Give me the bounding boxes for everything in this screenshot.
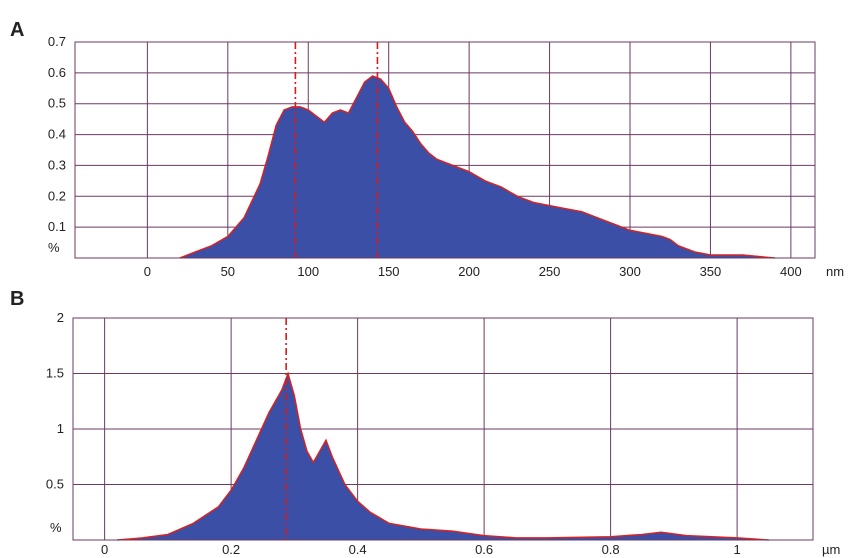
panel-a-y-tick-label-2: 0.3 — [48, 157, 66, 172]
panel-a-y-tick-label-6: 0.7 — [48, 34, 66, 49]
panel-a-area-layer — [179, 75, 775, 259]
panel-a-y-unit: % — [48, 240, 60, 255]
panel-b-y-tick-label-1: 1 — [57, 421, 64, 436]
panel-a-y-tick-label-0: 0.1 — [48, 219, 66, 234]
panel-a-x-tick-label-1: 50 — [221, 264, 235, 279]
panel-b-x-unit: µm — [822, 542, 840, 557]
panel-a-plot-frame — [74, 41, 816, 259]
panel-a-y-tick-label-4: 0.5 — [48, 96, 66, 111]
panel-b: B 0.5 1 1.5 2 0 0.2 0.4 0.6 0.8 1 % µm — [10, 288, 840, 557]
panel-a-x-tick-label-0: 0 — [144, 264, 151, 279]
panel-a: A 0.1 0.2 0.3 0.4 0.5 0.6 0.7 0 50 100 150 200 250 3… — [10, 19, 844, 279]
panel-b-y-tick-label-2: 1.5 — [46, 366, 64, 381]
panel-b-y-unit: % — [50, 520, 62, 535]
panel-a-x-tick-label-6: 300 — [619, 264, 641, 279]
panel-a-x-tick-label-2: 100 — [297, 264, 319, 279]
panel-b-x-tick-label-1: 0.2 — [222, 542, 240, 557]
panel-b-area-layer — [117, 371, 769, 541]
panel-b-plot-frame — [72, 317, 814, 541]
panel-a-markers — [294, 42, 379, 258]
panel-b-x-tick-label-2: 0.4 — [349, 542, 367, 557]
panel-a-grid — [75, 41, 815, 258]
panel-b-distribution-edge — [117, 371, 769, 541]
panel-a-y-tick-labels: 0.1 0.2 0.3 0.4 0.5 0.6 0.7 — [48, 34, 66, 234]
panel-a-y-tick-label-3: 0.4 — [48, 127, 66, 142]
panel-a-x-tick-label-7: 350 — [700, 264, 722, 279]
panel-a-y-tick-label-5: 0.6 — [48, 65, 66, 80]
panel-b-y-tick-label-3: 2 — [57, 310, 64, 325]
panel-a-distribution-area — [179, 75, 775, 258]
panel-b-x-tick-label-5: 1 — [733, 542, 740, 557]
panel-a-x-unit: nm — [826, 264, 844, 279]
panel-b-x-tick-labels: 0 0.2 0.4 0.6 0.8 1 — [101, 542, 741, 557]
panel-a-x-tick-label-3: 150 — [378, 264, 400, 279]
panel-b-distribution-area — [117, 373, 769, 540]
panel-a-x-tick-label-8: 400 — [780, 264, 802, 279]
panel-b-x-tick-label-3: 0.6 — [475, 542, 493, 557]
panel-b-y-tick-label-0: 0.5 — [46, 477, 64, 492]
panel-a-distribution-edge — [179, 75, 775, 259]
panel-a-label: A — [10, 19, 24, 41]
panel-a-y-tick-label-1: 0.2 — [48, 188, 66, 203]
panel-b-x-tick-label-0: 0 — [101, 542, 108, 557]
panel-b-y-tick-labels: 0.5 1 1.5 2 — [46, 310, 64, 492]
panel-a-x-tick-label-5: 250 — [539, 264, 561, 279]
panel-a-x-tick-labels: 0 50 100 150 200 250 300 350 400 — [144, 264, 802, 279]
panel-b-label: B — [10, 288, 24, 310]
panel-b-grid — [73, 317, 813, 540]
panel-b-x-tick-label-4: 0.8 — [602, 542, 620, 557]
panel-a-x-tick-label-4: 200 — [458, 264, 480, 279]
